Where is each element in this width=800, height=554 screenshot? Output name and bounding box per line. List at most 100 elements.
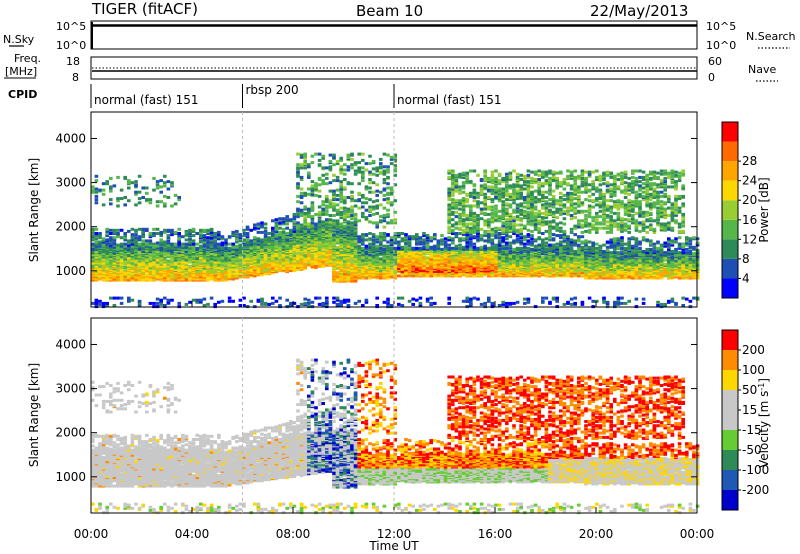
- heat-cell: [494, 218, 498, 222]
- heat-cell: [447, 175, 451, 179]
- heat-cell: [375, 166, 379, 170]
- heat-cell: [127, 229, 131, 233]
- heat-cell: [490, 229, 495, 233]
- heat-cell: [317, 220, 322, 224]
- heat-cell: [310, 180, 315, 184]
- heat-cell: [375, 296, 379, 300]
- heat-cell: [497, 246, 502, 250]
- heat-cell: [206, 302, 210, 306]
- heat-cell: [393, 158, 397, 162]
- heat-cell: [479, 211, 484, 215]
- heat-cell: [375, 240, 379, 244]
- heat-cell: [389, 188, 394, 192]
- heat-cell: [361, 268, 365, 271]
- heat-cell: [163, 181, 167, 185]
- heat-cell: [361, 233, 365, 237]
- heat-cell: [375, 206, 379, 210]
- heat-cell: [91, 227, 95, 231]
- heat-cell: [343, 206, 347, 210]
- heat-cell: [458, 260, 462, 264]
- heat-cell: [317, 163, 322, 167]
- heat-cell: [105, 182, 109, 186]
- heat-cell: [159, 185, 163, 189]
- heat-cell: [469, 212, 473, 216]
- heat-cell: [451, 228, 455, 232]
- heat-cell: [382, 193, 387, 197]
- heat-cell: [339, 206, 343, 210]
- heat-cell: [397, 274, 401, 278]
- heat-cell: [127, 179, 131, 183]
- heat-cell: [433, 237, 437, 241]
- heat-cell: [469, 301, 473, 305]
- heat-cell: [224, 271, 228, 275]
- heat-cell: [497, 239, 502, 243]
- heat-cell: [451, 212, 455, 216]
- heat-cell: [447, 207, 451, 211]
- heat-cell: [346, 168, 351, 172]
- heat-cell: [404, 241, 408, 245]
- heat-cell: [281, 235, 286, 239]
- heat-cell: [325, 212, 329, 216]
- heat-cell: [429, 296, 433, 300]
- heat-cell: [346, 165, 351, 169]
- heat-cell: [296, 163, 300, 167]
- heat-cell: [209, 227, 214, 231]
- heat-cell: [94, 179, 99, 183]
- heat-cell: [325, 236, 329, 240]
- heat-cell: [393, 169, 397, 173]
- heat-cell: [152, 245, 156, 249]
- heat-cell: [195, 261, 199, 265]
- heat-cell: [141, 229, 145, 233]
- heat-cell: [404, 257, 408, 261]
- heat-cell: [188, 232, 192, 235]
- heat-cell: [350, 194, 354, 198]
- heat-cell: [451, 205, 455, 209]
- heat-cell: [98, 240, 102, 244]
- heat-cell: [177, 242, 181, 246]
- heat-cell: [436, 264, 441, 268]
- heat-cell: [112, 265, 117, 269]
- heat-cell: [317, 210, 322, 214]
- heat-cell: [238, 233, 243, 237]
- heat-cell: [447, 196, 451, 199]
- heat-cell: [339, 182, 343, 186]
- heat-cell: [418, 296, 423, 300]
- heat-cell: [285, 218, 289, 222]
- heat-cell: [469, 230, 473, 234]
- heat-cell: [119, 296, 124, 300]
- heat-cell: [281, 254, 286, 258]
- heat-cell: [472, 247, 477, 251]
- heat-cell: [436, 248, 441, 252]
- heat-cell: [155, 260, 160, 264]
- heat-cell: [371, 235, 376, 239]
- heat-cell: [271, 248, 275, 252]
- heat-cell: [447, 301, 451, 305]
- heat-cell: [368, 214, 372, 217]
- heat-cell: [443, 240, 448, 244]
- heat-cell: [188, 264, 192, 268]
- heat-cell: [163, 194, 167, 198]
- heat-cell: [404, 233, 408, 237]
- heat-cell: [350, 221, 354, 225]
- heat-cell: [91, 251, 95, 255]
- heat-cell: [501, 272, 505, 276]
- heat-cell: [490, 198, 495, 202]
- heat-cell: [447, 209, 451, 213]
- heat-cell: [465, 244, 469, 248]
- heat-cell: [109, 185, 113, 189]
- heat-cell: [368, 232, 372, 235]
- heat-cell: [134, 180, 138, 184]
- heat-cell: [476, 191, 480, 195]
- heat-cell: [314, 253, 318, 257]
- heat-cell: [425, 236, 430, 240]
- heat-cell: [494, 260, 498, 264]
- heat-cell: [307, 175, 311, 179]
- heat-cell: [497, 241, 502, 245]
- heat-cell: [389, 236, 394, 240]
- heat-cell: [137, 235, 142, 239]
- heat-cell: [325, 172, 329, 176]
- heat-cell: [487, 218, 491, 222]
- heat-cell: [209, 296, 214, 300]
- heat-cell: [242, 304, 246, 307]
